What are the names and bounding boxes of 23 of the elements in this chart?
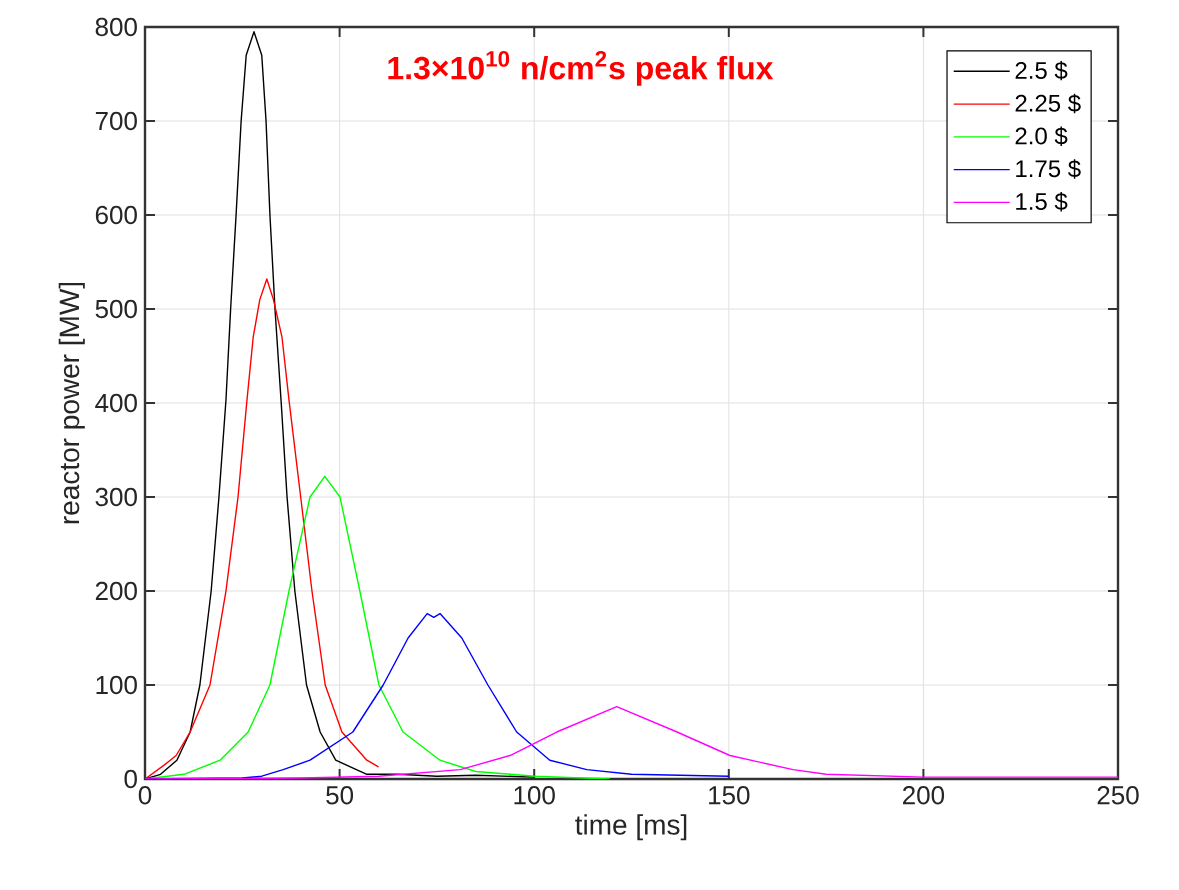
x-tick-label: 100 xyxy=(514,786,555,805)
y-tick-label: 300 xyxy=(95,487,137,507)
y-tick-label: 200 xyxy=(95,581,137,601)
annotation: 1.3×10$^{10}$ n/cm$^{2}$s peak flux xyxy=(388,50,774,86)
y-tick-label: 500 xyxy=(95,299,137,319)
y-tick-label: 100 xyxy=(96,675,137,695)
x-tick-label: 150 xyxy=(709,786,750,805)
x-tick-label: 0 xyxy=(138,786,152,805)
y-tick-label: 700 xyxy=(95,111,137,131)
y-tick-label: 600 xyxy=(95,205,137,225)
y-tick-label: 400 xyxy=(95,393,137,413)
x-axis-title: time [ms] xyxy=(575,814,687,841)
x-tick-label: 250 xyxy=(1097,786,1139,805)
legend-label: 2.0 $ xyxy=(1015,126,1068,146)
legend-label: 2.25 $ xyxy=(1015,93,1081,114)
y-axis-title: reactor power [MW] xyxy=(58,282,85,524)
y-tick-label: 0 xyxy=(124,769,137,789)
legend-label: 1.5 $ xyxy=(1016,192,1068,212)
y-tick-label: 800 xyxy=(95,17,137,37)
legend-label: 1.75 $ xyxy=(1016,159,1081,179)
legend-label: 2.5 $ xyxy=(1015,60,1068,81)
x-tick-label: 50 xyxy=(326,786,354,805)
x-tick-label: 200 xyxy=(903,786,945,805)
